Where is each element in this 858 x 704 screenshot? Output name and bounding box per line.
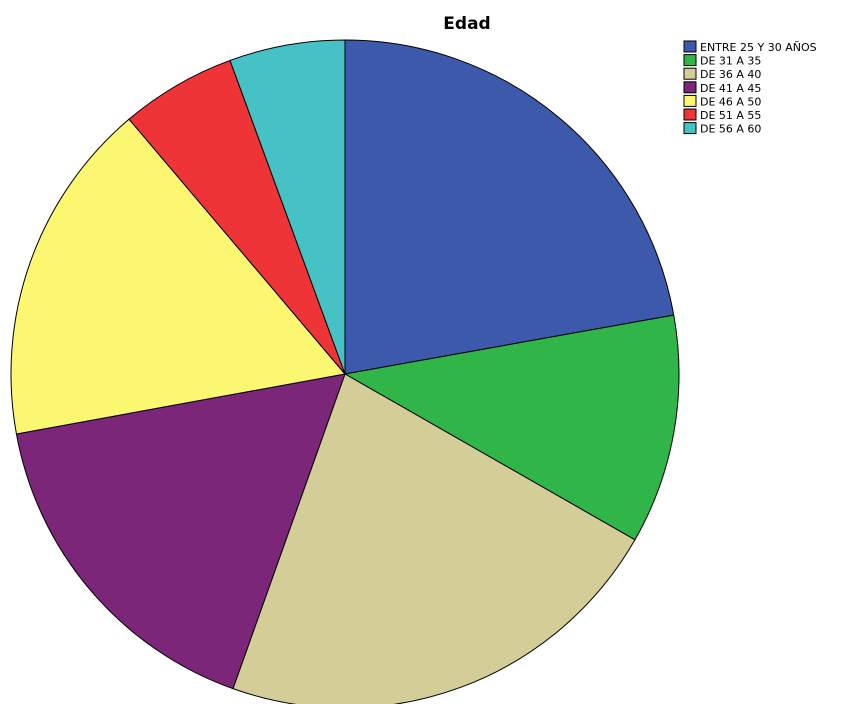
pie-slices: [11, 40, 679, 704]
chart-title: Edad: [443, 14, 490, 34]
legend-item-entre-25-y-30-anos: ENTRE 25 Y 30 AÑOS: [684, 41, 817, 54]
legend-item-de-31-a-35: DE 31 A 35: [684, 55, 761, 68]
legend-label-entre-25-y-30-anos: ENTRE 25 Y 30 AÑOS: [700, 41, 817, 54]
legend-label-de-56-a-60: DE 56 A 60: [700, 123, 761, 136]
legend-label-de-46-a-50: DE 46 A 50: [700, 95, 761, 108]
legend-label-de-41-a-45: DE 41 A 45: [700, 82, 761, 95]
legend-label-de-31-a-35: DE 31 A 35: [700, 55, 761, 68]
legend-swatch-de-41-a-45: [684, 82, 696, 93]
legend-label-de-51-a-55: DE 51 A 55: [700, 109, 761, 122]
legend-item-de-41-a-45: DE 41 A 45: [684, 82, 761, 95]
legend-item-de-51-a-55: DE 51 A 55: [684, 109, 761, 122]
legend-label-de-36-a-40: DE 36 A 40: [700, 68, 761, 81]
legend-item-de-46-a-50: DE 46 A 50: [684, 95, 761, 108]
legend-swatch-de-56-a-60: [684, 123, 696, 134]
legend-item-de-36-a-40: DE 36 A 40: [684, 68, 761, 81]
legend-swatch-de-51-a-55: [684, 109, 696, 120]
legend-swatch-de-46-a-50: [684, 95, 696, 106]
legend-swatch-entre-25-y-30-anos: [684, 41, 696, 52]
legend-item-de-56-a-60: DE 56 A 60: [684, 123, 761, 136]
legend-swatch-de-36-a-40: [684, 68, 696, 79]
legend-swatch-de-31-a-35: [684, 55, 696, 66]
